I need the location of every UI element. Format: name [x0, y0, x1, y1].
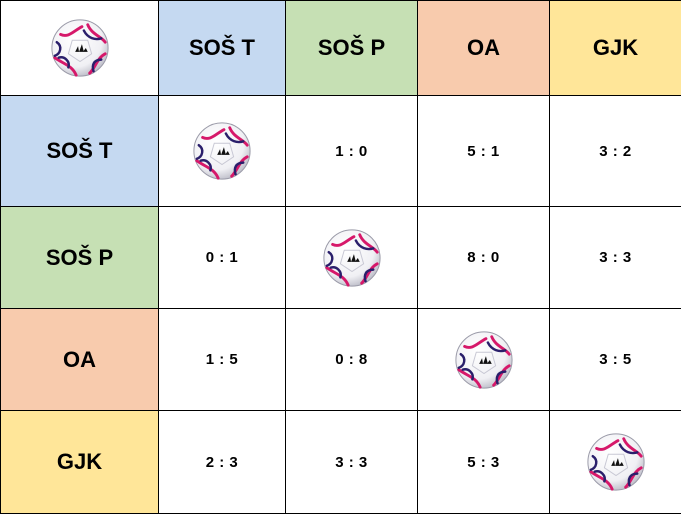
row-header-gjk: GJK	[1, 411, 159, 514]
score-cell: 2 : 3	[159, 411, 286, 514]
diagonal-cell	[286, 207, 418, 309]
score-cell: 5 : 1	[418, 96, 550, 207]
diagonal-cell	[159, 96, 286, 207]
score-cell: 3 : 3	[550, 207, 681, 309]
football-icon	[321, 227, 383, 289]
column-header-sos-t: SOŠ T	[159, 1, 286, 96]
diagonal-cell	[418, 309, 550, 411]
score-cell: 0 : 8	[286, 309, 418, 411]
football-icon	[49, 17, 111, 79]
score-cell: 1 : 5	[159, 309, 286, 411]
table-row: SOŠ P 0 : 1 8 : 0 3 : 3	[1, 207, 681, 309]
column-header-sos-p: SOŠ P	[286, 1, 418, 96]
column-header-gjk: GJK	[550, 1, 681, 96]
row-header-sos-p: SOŠ P	[1, 207, 159, 309]
score-cell: 0 : 1	[159, 207, 286, 309]
score-cell: 5 : 3	[418, 411, 550, 514]
score-cell: 3 : 5	[550, 309, 681, 411]
score-cell: 3 : 2	[550, 96, 681, 207]
score-cell: 8 : 0	[418, 207, 550, 309]
row-header-sos-t: SOŠ T	[1, 96, 159, 207]
header-row: SOŠ T SOŠ P OA GJK	[1, 1, 681, 96]
table-row: SOŠ T 1 : 0 5 : 1 3 : 2	[1, 96, 681, 207]
score-cell: 1 : 0	[286, 96, 418, 207]
column-header-oa: OA	[418, 1, 550, 96]
table-row: GJK 2 : 3 3 : 3 5 : 3	[1, 411, 681, 514]
table-row: OA 1 : 5 0 : 8 3 : 5	[1, 309, 681, 411]
row-header-oa: OA	[1, 309, 159, 411]
diagonal-cell	[550, 411, 681, 514]
score-cell: 3 : 3	[286, 411, 418, 514]
football-icon	[585, 431, 647, 493]
corner-cell	[1, 1, 159, 96]
football-icon	[191, 120, 253, 182]
football-icon	[453, 329, 515, 391]
